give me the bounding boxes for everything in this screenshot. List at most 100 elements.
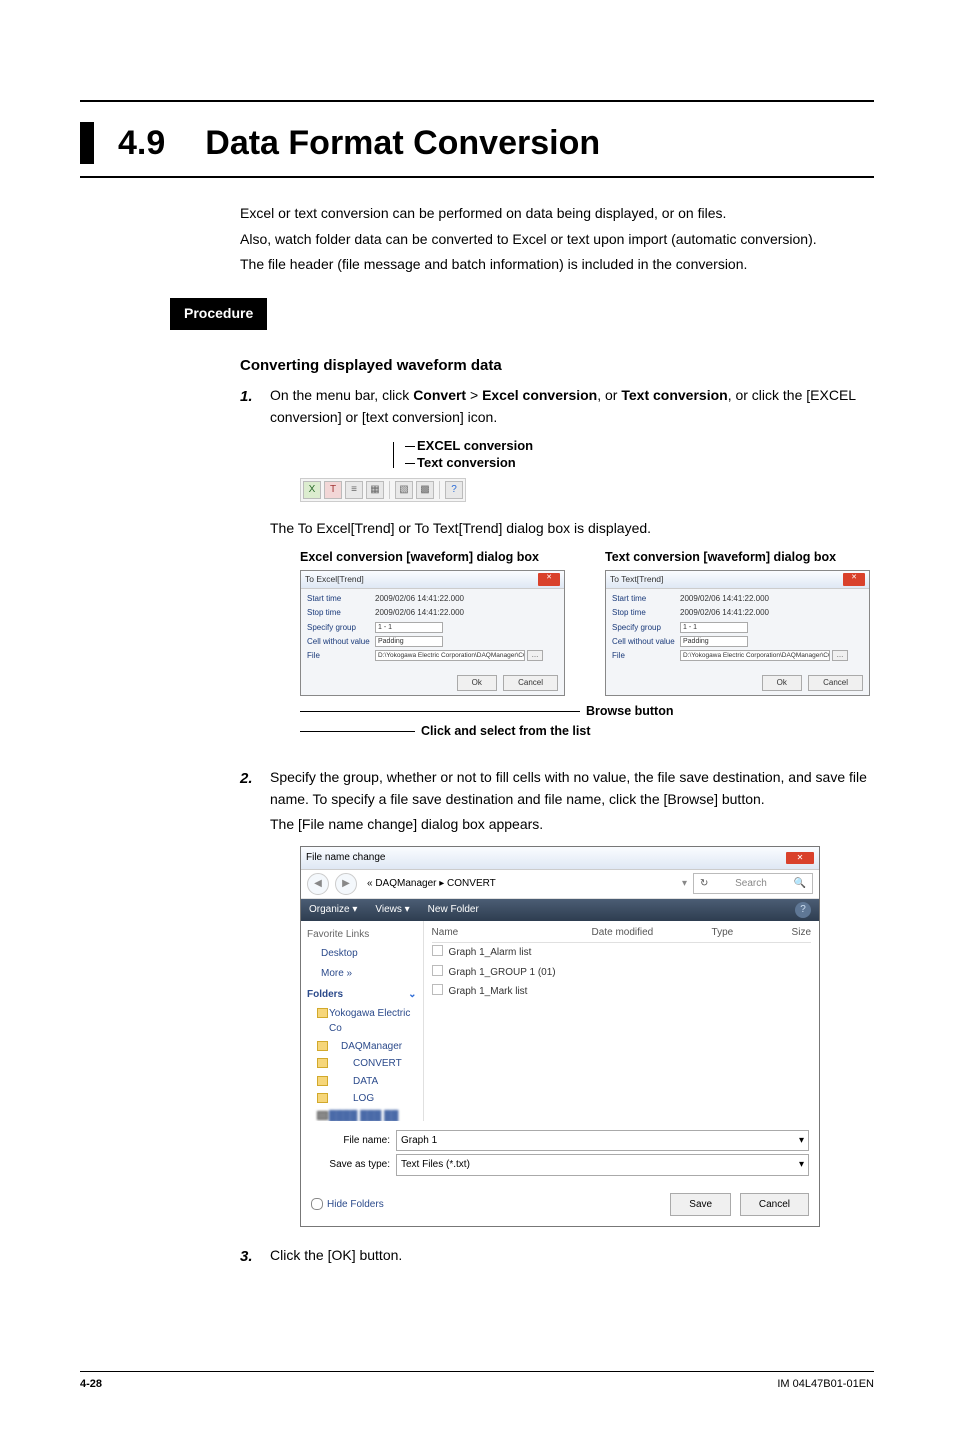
file-path-field[interactable]: D:\Yokogawa Electric Corporation\DAQMana… — [680, 650, 830, 661]
toolbar-figure: EXCEL conversion Text conversion X T ≡ ▦… — [300, 438, 874, 508]
col-type[interactable]: Type — [712, 925, 762, 941]
views-menu[interactable]: Views ▾ — [375, 902, 409, 918]
list-item[interactable]: Graph 1_GROUP 1 (01) — [432, 963, 811, 983]
page-footer: 4-28 IM 04L47B01-01EN — [80, 1371, 874, 1390]
step-number: 2. — [240, 767, 270, 1237]
breadcrumb[interactable]: « DAQManager ▸ CONVERT — [363, 874, 676, 894]
excel-conversion-icon[interactable]: X — [303, 481, 321, 499]
intro-p2: Also, watch folder data can be converted… — [240, 229, 874, 251]
procedure-heading: Procedure — [170, 298, 267, 330]
col-name[interactable]: Name — [432, 925, 562, 941]
tree-item[interactable]: Yokogawa Electric Co — [317, 1005, 417, 1038]
excel-dialog-caption: Excel conversion [waveform] dialog box — [300, 550, 565, 566]
help-icon[interactable]: ? — [795, 902, 811, 918]
file-dialog-title: File name change — [306, 850, 386, 866]
toolbar-icon-6[interactable]: ▩ — [416, 481, 434, 499]
browse-button[interactable]: … — [832, 650, 848, 661]
nav-fwd-icon[interactable]: ▶ — [335, 873, 357, 895]
close-icon[interactable]: ✕ — [538, 573, 560, 586]
step2-p1: Specify the group, whether or not to fil… — [270, 767, 874, 810]
label-excel-conversion: EXCEL conversion — [405, 438, 533, 455]
filename-label: File name: — [311, 1133, 396, 1149]
tree-item[interactable]: CONVERT — [317, 1055, 417, 1073]
list-item[interactable]: Graph 1_Alarm list — [432, 943, 811, 963]
intro-p1: Excel or text conversion can be performe… — [240, 203, 874, 225]
new-folder-button[interactable]: New Folder — [428, 902, 479, 918]
file-icon — [432, 984, 443, 995]
dialog-title: To Excel[Trend] — [305, 573, 364, 586]
search-input[interactable]: ↻ Search 🔍 — [693, 873, 813, 895]
file-name-change-dialog: File name change ✕ ◀ ▶ « DAQManager ▸ CO… — [300, 846, 820, 1227]
tree-item[interactable]: ████ ███ ██ — [317, 1108, 417, 1121]
file-dialog-toolbar: Organize ▾ Views ▾ New Folder ? — [301, 899, 819, 921]
close-icon[interactable]: ✕ — [843, 573, 865, 586]
step-3: 3. Click the [OK] button. — [240, 1245, 874, 1271]
toolbar-icon-3[interactable]: ≡ — [345, 481, 363, 499]
col-date[interactable]: Date modified — [592, 925, 682, 941]
tree-item[interactable]: LOG — [317, 1090, 417, 1108]
nav-back-icon[interactable]: ◀ — [307, 873, 329, 895]
file-icon — [432, 965, 443, 976]
file-icon — [432, 945, 443, 956]
specify-group-field[interactable]: 1 - 1 — [375, 622, 443, 633]
cell-without-value-select[interactable]: Padding — [375, 636, 443, 647]
toolbar-icon-5[interactable]: ▧ — [395, 481, 413, 499]
cancel-button[interactable]: Cancel — [808, 675, 863, 691]
toolbar-icon-4[interactable]: ▦ — [366, 481, 384, 499]
close-icon[interactable]: ✕ — [786, 852, 814, 864]
text-dialog: To Text[Trend] ✕ Start time2009/02/06 14… — [605, 570, 870, 697]
filename-input[interactable]: Graph 1▾ — [396, 1130, 809, 1152]
file-path-field[interactable]: D:\Yokogawa Electric Corporation\DAQMana… — [375, 650, 525, 661]
step1-text: On the menu bar, click Convert > Excel c… — [270, 385, 874, 428]
dialog-row: Excel conversion [waveform] dialog box T… — [300, 550, 874, 696]
text-dialog-caption: Text conversion [waveform] dialog box — [605, 550, 870, 566]
cancel-button[interactable]: Cancel — [503, 675, 558, 691]
toolbar-icons: X T ≡ ▦ ▧ ▩ ? — [300, 478, 466, 502]
page-number: 4-28 — [80, 1378, 102, 1390]
step-number: 3. — [240, 1245, 270, 1271]
browse-button[interactable]: … — [527, 650, 543, 661]
chevron-down-icon[interactable]: ⌄ — [408, 987, 416, 1003]
step-2: 2. Specify the group, whether or not to … — [240, 767, 874, 1237]
file-dialog-sidebar: Favorite Links Desktop More » Folders⌄ Y… — [301, 921, 424, 1121]
ok-button[interactable]: Ok — [457, 675, 497, 691]
list-item[interactable]: Graph 1_Mark list — [432, 982, 811, 1002]
subheading-converting: Converting displayed waveform data — [240, 354, 874, 377]
text-conversion-icon[interactable]: T — [324, 481, 342, 499]
save-button[interactable]: Save — [670, 1193, 731, 1217]
dialog-callouts: Browse button Click and select from the … — [300, 702, 874, 741]
file-list: Name Date modified Type Size Graph 1_Ala… — [424, 921, 819, 1121]
section-accent-bar — [80, 122, 94, 164]
specify-group-field[interactable]: 1 - 1 — [680, 622, 748, 633]
callout-browse: Browse button — [300, 702, 874, 721]
help-icon[interactable]: ? — [445, 481, 463, 499]
doc-id: IM 04L47B01-01EN — [777, 1378, 874, 1390]
col-size[interactable]: Size — [792, 925, 811, 941]
section-number: 4.9 — [118, 124, 165, 163]
savetype-select[interactable]: Text Files (*.txt)▾ — [396, 1154, 809, 1176]
sidebar-item-desktop[interactable]: Desktop — [307, 944, 417, 964]
section-header: 4.9 Data Format Conversion — [80, 122, 874, 178]
savetype-label: Save as type: — [311, 1157, 396, 1173]
excel-dialog: To Excel[Trend] ✕ Start time2009/02/06 1… — [300, 570, 565, 697]
callout-click-select: Click and select from the list — [300, 722, 874, 741]
organize-menu[interactable]: Organize ▾ — [309, 902, 357, 918]
step3-text: Click the [OK] button. — [270, 1245, 874, 1267]
step2-p2: The [File name change] dialog box appear… — [270, 814, 874, 836]
sidebar-item-more[interactable]: More » — [307, 964, 417, 984]
tree-item[interactable]: DAQManager — [317, 1038, 417, 1056]
step-1: 1. On the menu bar, click Convert > Exce… — [240, 385, 874, 759]
dialog-title: To Text[Trend] — [610, 573, 663, 586]
ok-button[interactable]: Ok — [762, 675, 802, 691]
after-toolbar-text: The To Excel[Trend] or To Text[Trend] di… — [270, 518, 874, 540]
cancel-button[interactable]: Cancel — [740, 1193, 809, 1217]
intro-p3: The file header (file message and batch … — [240, 254, 874, 276]
cell-without-value-select[interactable]: Padding — [680, 636, 748, 647]
tree-item[interactable]: DATA — [317, 1073, 417, 1091]
section-title: Data Format Conversion — [205, 124, 600, 163]
step-number: 1. — [240, 385, 270, 759]
hide-folders-toggle[interactable]: Hide Folders — [311, 1197, 384, 1213]
search-icon: 🔍 — [794, 876, 806, 892]
folder-tree: Yokogawa Electric Co DAQManager CONVERT … — [307, 1005, 417, 1121]
label-text-conversion: Text conversion — [405, 455, 533, 472]
